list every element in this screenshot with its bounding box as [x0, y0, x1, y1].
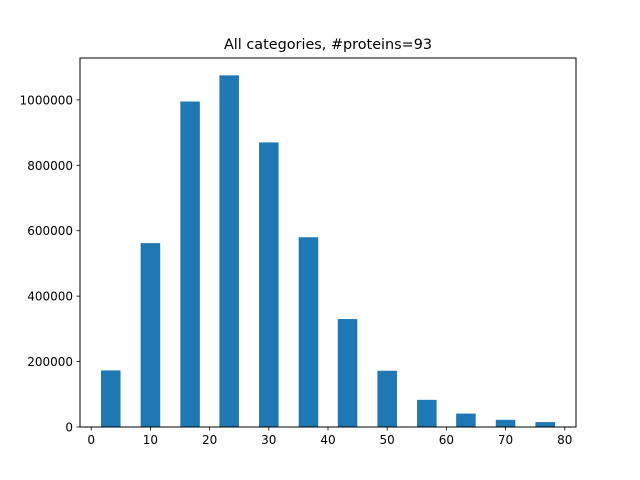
bar: [417, 399, 437, 427]
bar: [140, 243, 161, 427]
bar: [377, 370, 397, 427]
x-tick-label: 70: [498, 433, 513, 447]
y-tick-label: 1000000: [20, 93, 73, 107]
x-tick-label: 80: [557, 433, 572, 447]
y-tick-label: 600000: [27, 224, 73, 238]
bar: [180, 101, 200, 427]
x-axis: 0 10 20 30 40 50 60 70 80: [87, 427, 572, 447]
y-tick-label: 800000: [27, 159, 73, 173]
y-tick-label: 200000: [27, 355, 73, 369]
x-tick-label: 30: [261, 433, 276, 447]
bar: [298, 237, 319, 427]
bar: [535, 422, 555, 427]
bar: [259, 142, 279, 427]
x-tick-label: 10: [143, 433, 158, 447]
x-tick-label: 20: [202, 433, 217, 447]
y-axis: 0 200000 400000 600000 800000 1000000: [20, 93, 80, 435]
bar: [219, 75, 239, 427]
bar: [456, 413, 476, 427]
bar: [101, 370, 121, 427]
x-tick-label: 50: [380, 433, 395, 447]
x-tick-label: 60: [439, 433, 454, 447]
bar: [495, 419, 516, 427]
y-tick-label: 0: [65, 421, 73, 435]
x-tick-label: 40: [320, 433, 335, 447]
x-tick-label: 0: [87, 433, 95, 447]
chart-title: All categories, #proteins=93: [224, 37, 432, 53]
bars-group: [101, 75, 555, 427]
y-tick-label: 400000: [27, 290, 73, 304]
bar: [337, 319, 358, 427]
